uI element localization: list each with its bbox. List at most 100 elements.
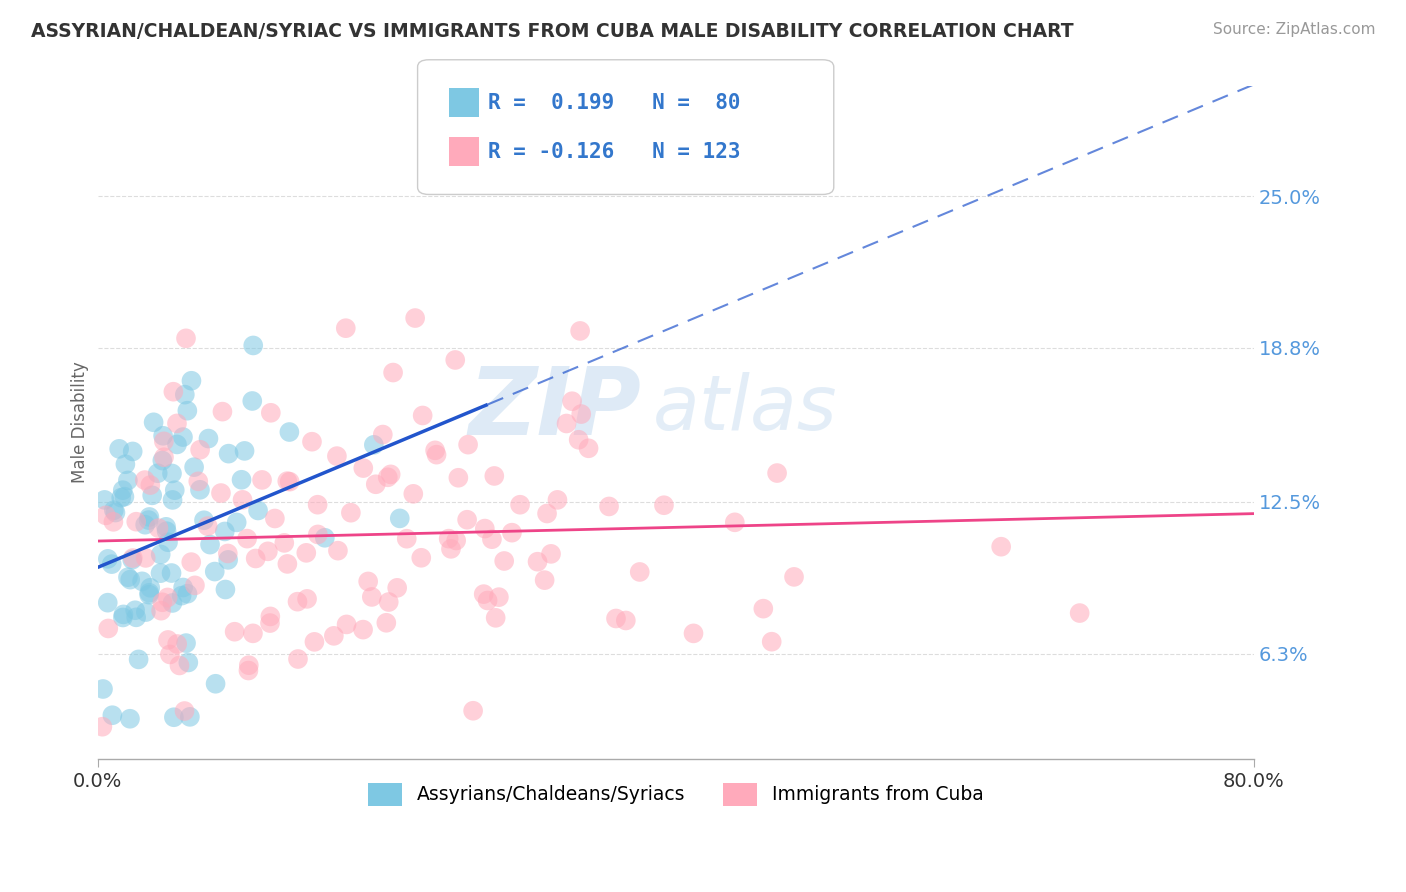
Point bbox=[198, 538, 221, 552]
Point bbox=[180, 555, 202, 569]
Point bbox=[463, 704, 485, 718]
Point bbox=[172, 581, 194, 595]
Point bbox=[231, 473, 253, 487]
Point bbox=[322, 629, 344, 643]
Point bbox=[163, 483, 186, 498]
Point bbox=[536, 507, 558, 521]
Point bbox=[540, 547, 562, 561]
Point bbox=[103, 503, 125, 517]
Point bbox=[173, 387, 195, 401]
Point bbox=[411, 550, 433, 565]
Point bbox=[724, 516, 747, 530]
Point bbox=[134, 517, 156, 532]
Point bbox=[375, 615, 398, 630]
Point bbox=[103, 515, 125, 529]
Point bbox=[395, 532, 418, 546]
Point bbox=[176, 587, 198, 601]
Point bbox=[484, 469, 506, 483]
Point bbox=[474, 522, 496, 536]
Point bbox=[276, 474, 298, 488]
Point bbox=[605, 611, 627, 625]
Point bbox=[364, 477, 387, 491]
Point bbox=[112, 490, 135, 504]
Point bbox=[242, 626, 264, 640]
Point bbox=[100, 557, 122, 571]
Point bbox=[509, 498, 531, 512]
Point bbox=[156, 591, 179, 605]
Point bbox=[494, 554, 516, 568]
Point bbox=[162, 384, 184, 399]
Point bbox=[233, 443, 256, 458]
Point bbox=[104, 506, 127, 520]
Point bbox=[101, 708, 124, 723]
Point bbox=[314, 531, 336, 545]
Point bbox=[117, 570, 139, 584]
Point bbox=[94, 508, 117, 523]
Point bbox=[307, 527, 329, 541]
Point bbox=[150, 595, 173, 609]
Point bbox=[224, 624, 246, 639]
Point bbox=[217, 546, 239, 560]
Point bbox=[326, 449, 349, 463]
Point bbox=[352, 461, 374, 475]
Point bbox=[385, 581, 408, 595]
Point bbox=[598, 500, 620, 514]
Point bbox=[160, 566, 183, 580]
Point bbox=[402, 487, 425, 501]
Point bbox=[340, 506, 363, 520]
Point bbox=[783, 570, 806, 584]
Legend: Assyrians/Chaldeans/Syriacs, Immigrants from Cuba: Assyrians/Chaldeans/Syriacs, Immigrants … bbox=[360, 775, 991, 814]
Point bbox=[247, 503, 270, 517]
Point bbox=[287, 652, 309, 666]
Point bbox=[533, 573, 555, 587]
Point bbox=[485, 611, 508, 625]
Point bbox=[614, 614, 637, 628]
Text: atlas: atlas bbox=[652, 372, 837, 446]
Point bbox=[179, 710, 201, 724]
Point bbox=[97, 622, 120, 636]
Point bbox=[111, 483, 134, 498]
Point bbox=[156, 632, 179, 647]
Point bbox=[141, 488, 163, 502]
Point bbox=[301, 434, 323, 449]
Point bbox=[157, 535, 180, 549]
Y-axis label: Male Disability: Male Disability bbox=[72, 361, 89, 483]
Point bbox=[150, 453, 173, 467]
Point bbox=[240, 394, 263, 409]
Text: R = -0.126   N = 123: R = -0.126 N = 123 bbox=[488, 142, 741, 161]
Point bbox=[652, 498, 675, 512]
Text: R =  0.199   N =  80: R = 0.199 N = 80 bbox=[488, 93, 741, 112]
Point bbox=[456, 513, 478, 527]
Point bbox=[91, 720, 114, 734]
Point bbox=[278, 425, 301, 439]
Point bbox=[555, 417, 578, 431]
Point bbox=[250, 473, 273, 487]
Point bbox=[218, 447, 240, 461]
Point bbox=[121, 551, 143, 566]
Point bbox=[121, 552, 143, 566]
Point bbox=[138, 510, 160, 524]
Point bbox=[477, 593, 499, 607]
Point bbox=[295, 546, 318, 560]
Point bbox=[131, 574, 153, 589]
Point bbox=[766, 466, 789, 480]
Point bbox=[259, 616, 281, 631]
Point bbox=[628, 565, 651, 579]
Point bbox=[444, 353, 467, 368]
Point bbox=[162, 492, 184, 507]
Point bbox=[388, 511, 411, 525]
Point bbox=[166, 637, 188, 651]
Point bbox=[217, 553, 239, 567]
Point bbox=[188, 483, 211, 497]
Point bbox=[242, 338, 264, 352]
Point bbox=[160, 467, 183, 481]
Point bbox=[238, 664, 260, 678]
Point bbox=[193, 513, 215, 527]
Point bbox=[682, 626, 704, 640]
Text: ASSYRIAN/CHALDEAN/SYRIAC VS IMMIGRANTS FROM CUBA MALE DISABILITY CORRELATION CHA: ASSYRIAN/CHALDEAN/SYRIAC VS IMMIGRANTS F… bbox=[31, 22, 1074, 41]
Point bbox=[166, 417, 188, 431]
Point bbox=[177, 656, 200, 670]
Point bbox=[139, 581, 162, 595]
Point bbox=[259, 609, 281, 624]
Point bbox=[568, 433, 591, 447]
